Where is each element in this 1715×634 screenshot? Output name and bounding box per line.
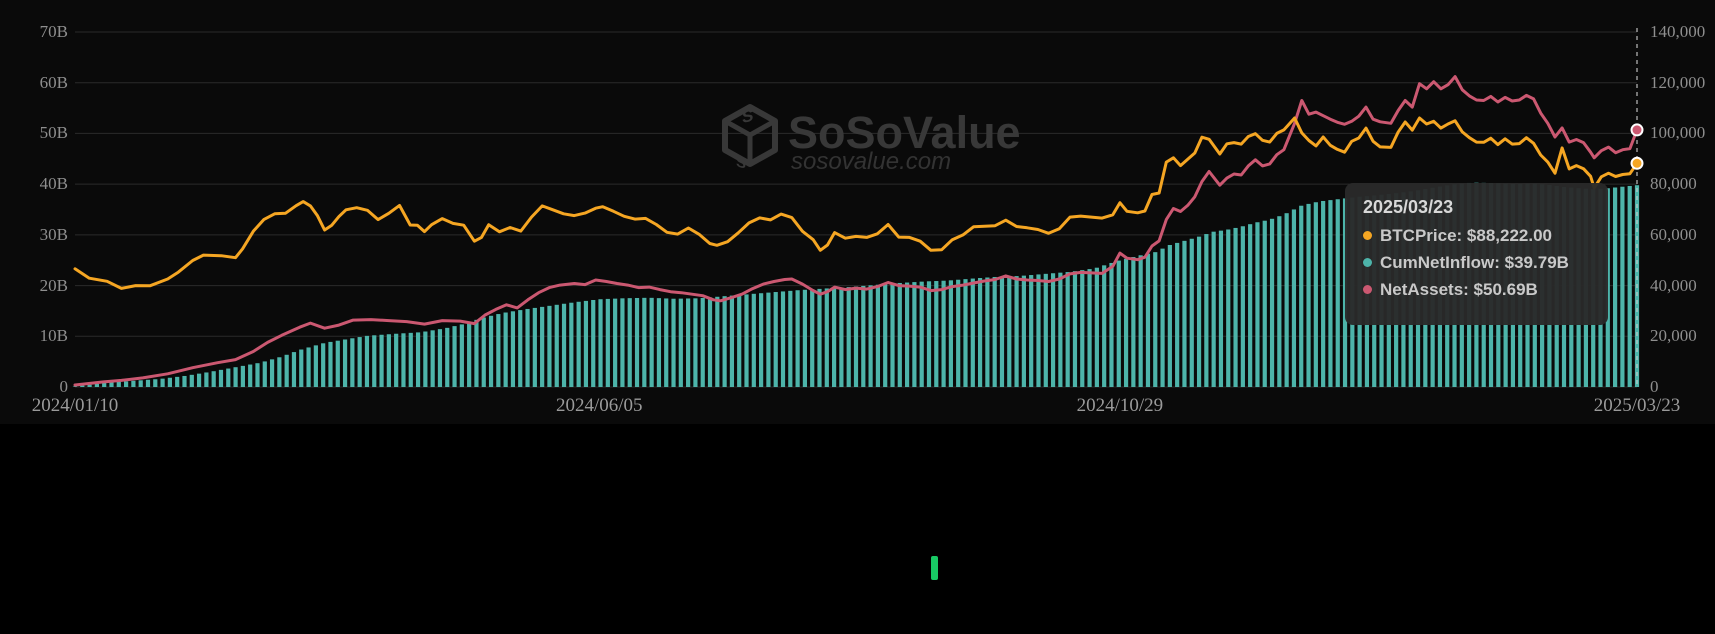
btc-price-marker: [1630, 156, 1644, 170]
tooltip: 2025/03/23 BTCPrice: $88,222.00 CumNetInf…: [1345, 183, 1608, 325]
tooltip-row-text: CumNetInflow: $39.79B: [1380, 253, 1569, 272]
net-assets-marker: [1630, 123, 1644, 137]
left-axis-tick: 20B: [39, 275, 68, 295]
right-axis-tick: 140,000: [1650, 22, 1706, 41]
net-assets-line[interactable]: [73, 75, 1639, 387]
watermark-brand: SoSoValue: [788, 107, 1021, 158]
tooltip-row-text: BTCPrice: $88,222.00: [1380, 226, 1552, 245]
x-axis-tick: 2024/10/29: [1076, 395, 1164, 416]
left-axis-tick: 50B: [39, 123, 68, 143]
right-axis-tick: 100,000: [1650, 123, 1706, 143]
tooltip-rows: BTCPrice: $88,222.00 CumNetInflow: $39.79…: [1363, 222, 1608, 303]
right-axis-tick: 60,000: [1650, 224, 1697, 244]
left-axis-tick: 10B: [39, 326, 68, 346]
right-axis-tick: 0: [1650, 377, 1659, 396]
left-axis-tick: 60B: [39, 72, 68, 92]
right-axis-tick: 20,000: [1650, 326, 1697, 346]
x-axis-tick: 2025/03/23: [1593, 395, 1681, 416]
series-color-dot-icon: [1363, 231, 1372, 240]
green-indicator[interactable]: [931, 556, 938, 580]
btc-price-line[interactable]: [73, 116, 1639, 290]
series-color-dot-icon: [1363, 285, 1372, 294]
svg-text:S: S: [742, 105, 753, 127]
gridlines: [75, 31, 1637, 388]
tooltip-row: BTCPrice: $88,222.00: [1363, 222, 1608, 249]
left-axis-tick: 0: [59, 377, 69, 396]
right-axis-tick: 40,000: [1650, 275, 1697, 295]
x-axis-tick: 2024/06/05: [555, 395, 643, 416]
left-axis-tick: 70B: [39, 22, 68, 41]
svg-text:S: S: [736, 153, 746, 172]
right-axis-tick: 120,000: [1650, 72, 1706, 92]
watermark: S S SoSoValue sosovalue.com: [722, 104, 1021, 175]
right-axis-tick: 80,000: [1650, 174, 1697, 194]
left-axis-tick: 30B: [39, 224, 68, 244]
series-color-dot-icon: [1363, 258, 1372, 267]
tooltip-row: NetAssets: $50.69B: [1363, 276, 1608, 303]
sosovalue-logo-icon: S S: [722, 104, 778, 173]
tooltip-row: CumNetInflow: $39.79B: [1363, 249, 1608, 276]
x-axis-tick: 2024/01/10: [31, 395, 119, 416]
watermark-domain: sosovalue.com: [791, 148, 951, 175]
tooltip-row-text: NetAssets: $50.69B: [1380, 280, 1538, 299]
left-axis-tick: 40B: [39, 174, 68, 194]
tooltip-date: 2025/03/23: [1363, 197, 1454, 217]
